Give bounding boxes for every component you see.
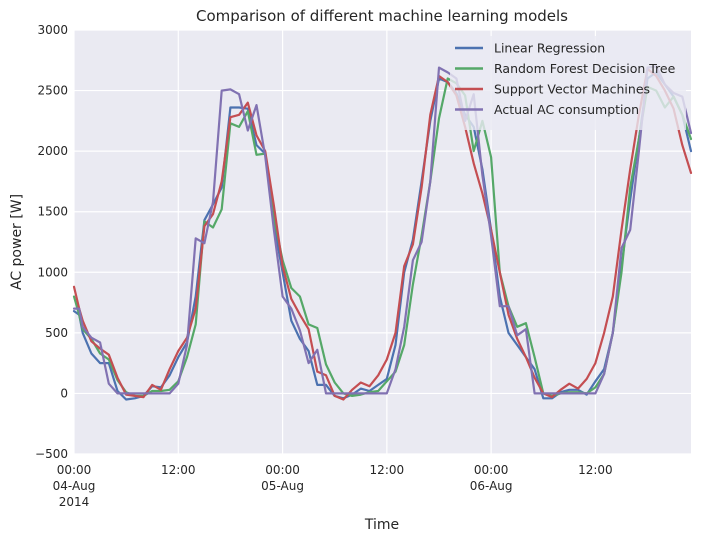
series-group (72, 65, 693, 401)
legend-label: Random Forest Decision Tree (494, 61, 676, 76)
y-tick-label: −500 (35, 447, 68, 461)
x-tick-label: 00:00 (57, 463, 92, 477)
y-tick-label: 0 (60, 386, 68, 400)
y-axis-label: AC power [W] (9, 194, 25, 290)
series-line-4 (72, 65, 693, 395)
x-tick-label: 12:00 (578, 463, 613, 477)
legend-box (450, 36, 686, 130)
chart-title: Comparison of different machine learning… (196, 7, 568, 25)
y-tick-label: 3000 (37, 23, 68, 37)
y-tick-label: 1000 (37, 265, 68, 279)
legend: Linear Regression Random Forest Decision … (450, 36, 686, 130)
ticks-group: −500 0 500 1000 1500 2000 2500 3000 00:00 04-Aug 2… (35, 23, 613, 509)
y-tick-label: 1500 (37, 205, 68, 219)
x-tick-label: 00:00 (474, 463, 509, 477)
x-tick-label: 2014 (59, 495, 90, 509)
series-line-1 (72, 71, 693, 401)
x-tick-label: 12:00 (370, 463, 405, 477)
y-tick-label: 2500 (37, 84, 68, 98)
series-line-3 (72, 67, 693, 401)
x-tick-label: 12:00 (161, 463, 196, 477)
legend-label: Support Vector Machines (494, 82, 650, 97)
x-tick-label: 00:00 (265, 463, 300, 477)
x-tick-label: 05-Aug (261, 479, 304, 493)
y-tick-label: 500 (45, 326, 68, 340)
x-tick-label: 06-Aug (470, 479, 513, 493)
x-axis-label: Time (364, 517, 399, 533)
y-tick-label: 2000 (37, 144, 68, 158)
x-tick-label: 04-Aug (53, 479, 96, 493)
legend-label: Actual AC consumption (494, 102, 639, 117)
legend-label: Linear Regression (494, 41, 605, 56)
